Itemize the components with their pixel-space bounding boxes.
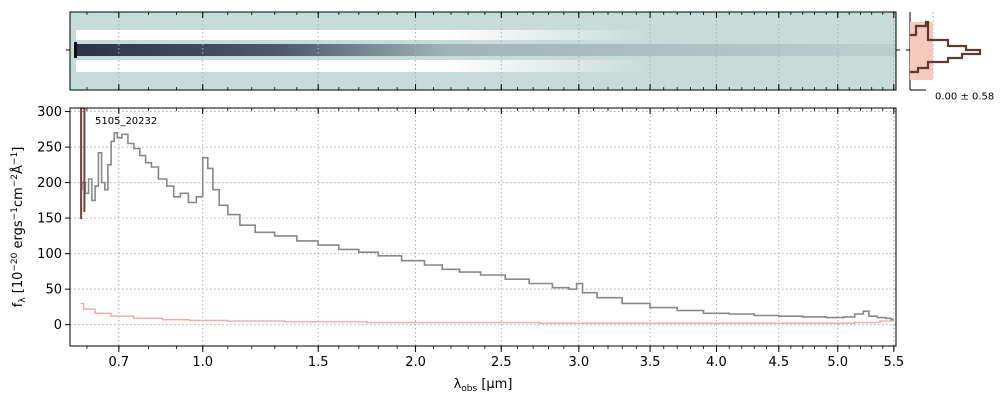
- heatmap-row: [70, 72, 896, 90]
- y-tick-label: 100: [37, 247, 62, 262]
- heatmap-row: [70, 12, 896, 30]
- x-tick-label: 2.5: [491, 355, 512, 370]
- 1d-spectrum-grid: [70, 108, 896, 346]
- 2d-spectrum-ticks: [66, 12, 900, 90]
- heatmap-row: [76, 60, 896, 72]
- x-tick-label: 3.0: [568, 355, 589, 370]
- y-tick-label: 150: [37, 212, 62, 227]
- 1d-spectrum-panel: 0.7 1.0 1.5 2.0 2.5 3.0 3.5 4.0 4.5 5.0 5.5 0 50 100 1…: [10, 105, 904, 394]
- x-tick-label: 4.5: [768, 355, 789, 370]
- heatmap-row: [76, 30, 896, 40]
- 2d-spectrum-grid: [118, 12, 895, 90]
- series-flux: [80, 132, 894, 321]
- heatmap-trace-edge: [74, 42, 77, 58]
- 1d-spectrum-series: [80, 108, 894, 324]
- 2d-spectrum-frame: [69, 11, 897, 91]
- y-tick-label: 0: [54, 318, 62, 333]
- 2d-spectrum-panel: [66, 11, 900, 91]
- series-error: [80, 302, 894, 324]
- 1d-spectrum-frame: [69, 107, 897, 347]
- heatmap-row-trace: [76, 44, 896, 56]
- x-tick-label: 5.5: [883, 355, 904, 370]
- x-tick-label: 2.0: [405, 355, 426, 370]
- x-axis-label: λobs [μm]: [454, 377, 513, 394]
- y-tick-label: 250: [37, 141, 62, 156]
- spectrum-id-label: 5105_20232: [95, 116, 157, 127]
- x-tick-label: 3.5: [640, 355, 661, 370]
- 1d-spectrum-ticks: [65, 108, 895, 352]
- 1d-spectrum-tick-labels: 0.7 1.0 1.5 2.0 2.5 3.0 3.5 4.0 4.5 5.0 5.5 0 50 100 1…: [37, 105, 904, 370]
- 2d-spectrum-rows: [70, 12, 896, 90]
- y-tick-label: 200: [37, 176, 62, 191]
- x-tick-label: 4.0: [706, 355, 727, 370]
- x-tick-label: 0.7: [108, 355, 129, 370]
- series-edge-spike: [80, 108, 86, 220]
- profile-line: [910, 20, 982, 74]
- x-tick-label: 5.0: [827, 355, 848, 370]
- x-tick-label: 1.0: [192, 355, 213, 370]
- y-tick-label: 50: [45, 283, 62, 298]
- profile-annotation: 0.00 ± 0.58: [935, 91, 994, 102]
- y-axis-label: fλ [10−20 ergs−1cm−2Å−1]: [10, 147, 28, 308]
- y-tick-label: 300: [37, 105, 62, 120]
- profile-panel: 0.00 ± 0.58: [906, 12, 994, 102]
- x-tick-label: 1.5: [308, 355, 329, 370]
